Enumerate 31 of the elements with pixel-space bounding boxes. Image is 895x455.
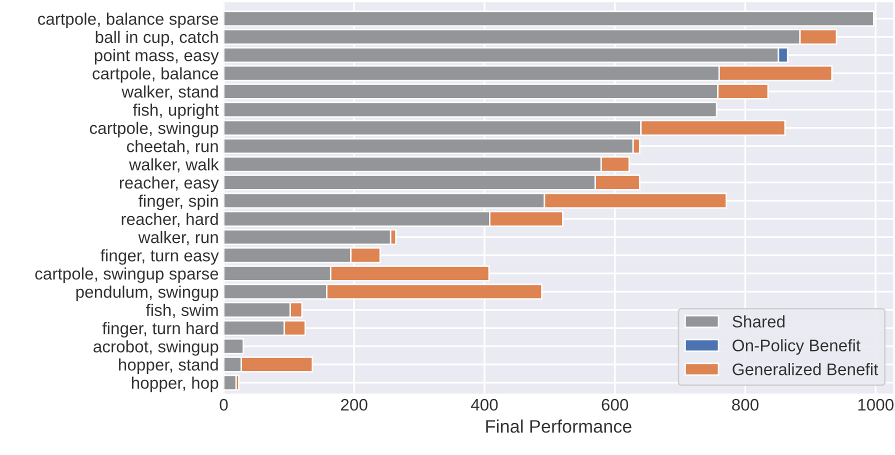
y-tick-label: cartpole, balance [92, 67, 218, 83]
y-tick-label: acrobot, swingup [94, 340, 218, 356]
x-tick-label: 200 [341, 398, 368, 411]
y-tick-label: cheetah, run [126, 140, 218, 154]
y-tick-label: walker, stand [122, 85, 218, 100]
y-tick-label: cartpole, swingup sparse [35, 267, 218, 283]
x-tick-label: 600 [602, 398, 628, 411]
y-tick-label: finger, turn easy [100, 249, 219, 265]
legend-label: On-Policy Benefit [732, 339, 860, 355]
y-tick-label: walker, run [138, 231, 218, 246]
x-tick-label: 800 [732, 398, 758, 411]
y-tick-label: ball in cup, catch [96, 30, 218, 46]
y-tick-label: walker, walk [129, 158, 219, 172]
x-tick-label: 400 [470, 398, 498, 411]
y-tick-label: finger, spin [138, 194, 218, 210]
y-tick-label: fish, swim [146, 304, 218, 318]
legend-label: Shared [732, 315, 784, 328]
y-tick-label: reacher, hard [122, 212, 218, 228]
y-tick-label: hopper, hop [132, 376, 218, 392]
y-tick-label: fish, upright [132, 104, 219, 120]
x-tick-label: 0 [220, 398, 228, 411]
y-tick-label: finger, turn hard [102, 322, 218, 338]
legend-label: Generalized Benefit [732, 363, 878, 376]
x-tick-label: 1000 [858, 398, 894, 411]
y-tick-label: pendulum, swingup [76, 286, 218, 302]
y-tick-label: cartpole, balance sparse [38, 12, 218, 28]
x-axis-title: Final Performance [486, 420, 632, 433]
y-tick-label: reacher, easy [120, 176, 219, 192]
y-tick-label: hopper, stand [119, 358, 218, 374]
y-tick-label: cartpole, swingup [90, 122, 218, 138]
y-tick-label: point mass, easy [94, 49, 219, 65]
